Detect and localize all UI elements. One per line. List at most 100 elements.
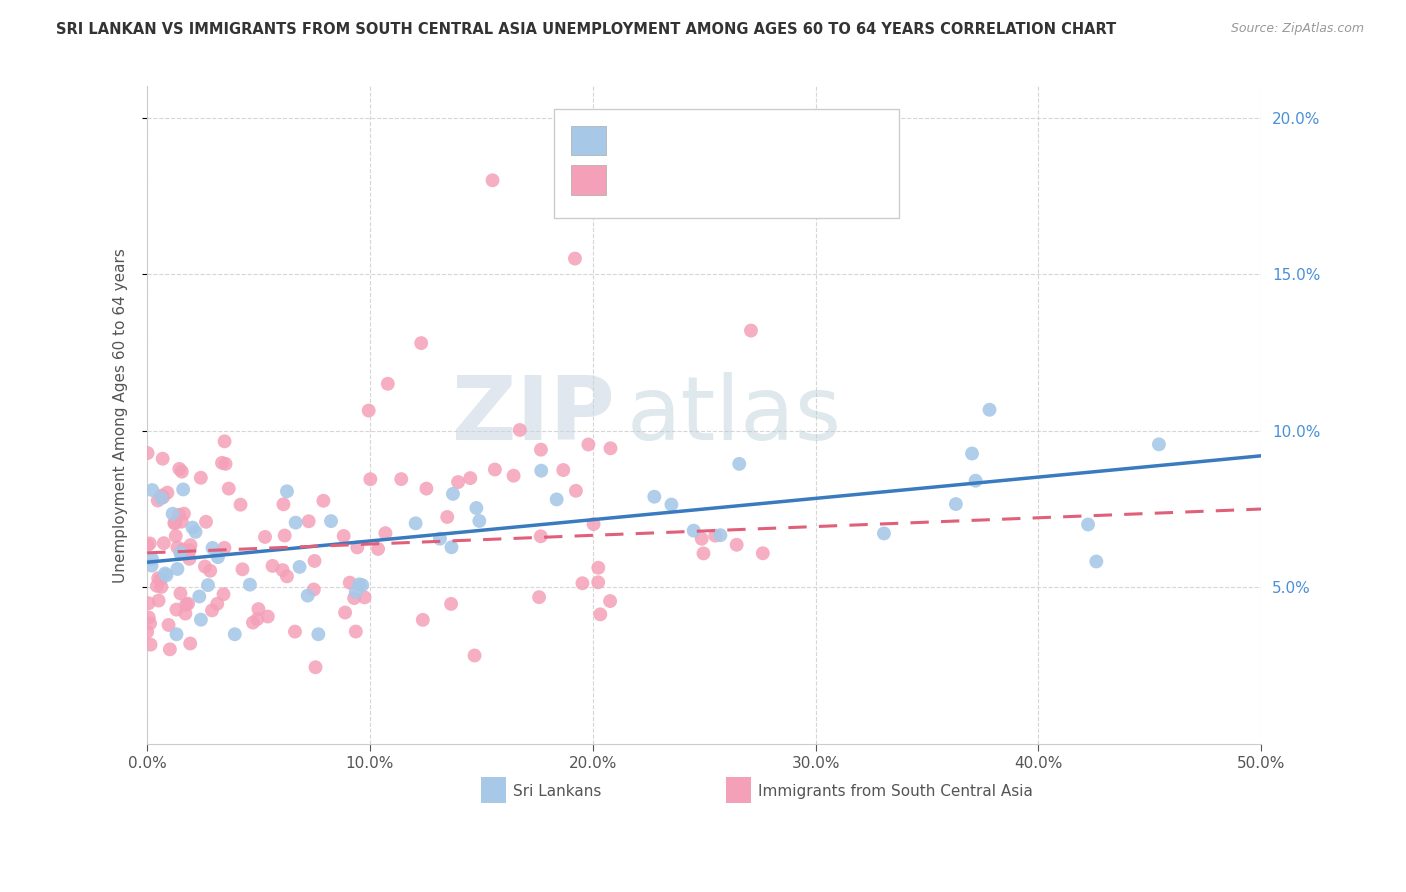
Point bbox=[165, 516, 187, 531]
Point bbox=[599, 594, 621, 608]
Point bbox=[692, 546, 714, 560]
Point bbox=[256, 609, 278, 624]
Point bbox=[165, 602, 187, 616]
Point bbox=[709, 528, 731, 542]
Point bbox=[343, 591, 366, 605]
Point bbox=[207, 597, 229, 611]
Point bbox=[201, 541, 224, 555]
Point bbox=[153, 566, 176, 581]
FancyBboxPatch shape bbox=[554, 110, 900, 218]
Point bbox=[159, 642, 181, 657]
Point bbox=[166, 541, 188, 555]
Point bbox=[136, 538, 159, 552]
Point bbox=[276, 484, 298, 499]
Point bbox=[214, 434, 236, 449]
Bar bbox=[571, 165, 606, 194]
Point bbox=[181, 520, 204, 534]
Text: N =: N = bbox=[744, 170, 780, 189]
Point bbox=[218, 482, 240, 496]
Point bbox=[344, 624, 367, 639]
Point bbox=[481, 173, 503, 187]
Point bbox=[166, 627, 188, 641]
Point bbox=[304, 660, 326, 674]
Point bbox=[211, 456, 233, 470]
Point bbox=[197, 578, 219, 592]
Point bbox=[276, 569, 298, 583]
Y-axis label: Unemployment Among Ages 60 to 64 years: Unemployment Among Ages 60 to 64 years bbox=[114, 248, 128, 582]
Point bbox=[440, 541, 463, 555]
Point bbox=[945, 497, 967, 511]
Point bbox=[179, 636, 201, 650]
Point bbox=[188, 590, 211, 604]
Text: R =: R = bbox=[614, 170, 651, 189]
Point bbox=[229, 498, 252, 512]
Point bbox=[246, 612, 269, 626]
Point bbox=[214, 457, 236, 471]
Point bbox=[156, 485, 179, 500]
Point bbox=[174, 598, 197, 612]
Point bbox=[148, 593, 170, 607]
Point bbox=[162, 507, 184, 521]
Point bbox=[411, 336, 433, 351]
Text: N =: N = bbox=[744, 131, 780, 149]
Point bbox=[150, 580, 173, 594]
Point bbox=[436, 510, 458, 524]
Point bbox=[169, 586, 191, 600]
Point bbox=[262, 558, 284, 573]
Point bbox=[447, 475, 470, 489]
Text: SRI LANKAN VS IMMIGRANTS FROM SOUTH CENTRAL ASIA UNEMPLOYMENT AMONG AGES 60 TO 6: SRI LANKAN VS IMMIGRANTS FROM SOUTH CENT… bbox=[56, 22, 1116, 37]
Bar bbox=[481, 777, 506, 803]
Point bbox=[546, 492, 568, 507]
Point bbox=[333, 606, 356, 620]
Point bbox=[405, 516, 427, 531]
Point bbox=[170, 465, 193, 479]
Point bbox=[502, 468, 524, 483]
Point bbox=[873, 526, 896, 541]
Point bbox=[344, 585, 367, 599]
Point bbox=[297, 589, 319, 603]
Point bbox=[440, 597, 463, 611]
Point bbox=[571, 576, 593, 591]
Point bbox=[643, 490, 665, 504]
Point bbox=[288, 560, 311, 574]
Point bbox=[468, 514, 491, 528]
Point bbox=[149, 573, 172, 587]
Point bbox=[1077, 517, 1099, 532]
Point bbox=[377, 376, 399, 391]
Point bbox=[148, 571, 170, 585]
Point bbox=[141, 552, 163, 566]
Point bbox=[752, 546, 775, 560]
Point bbox=[359, 472, 381, 486]
Point bbox=[194, 559, 217, 574]
Point bbox=[588, 560, 610, 574]
Text: R =: R = bbox=[614, 131, 651, 149]
Point bbox=[530, 442, 553, 457]
Point bbox=[339, 575, 361, 590]
Point bbox=[167, 508, 190, 522]
Point bbox=[174, 607, 197, 621]
Point bbox=[179, 551, 201, 566]
Point bbox=[155, 568, 177, 582]
Point bbox=[271, 563, 294, 577]
Point bbox=[198, 564, 221, 578]
Point bbox=[725, 538, 748, 552]
Point bbox=[589, 607, 612, 622]
Point bbox=[166, 562, 188, 576]
Bar bbox=[571, 126, 606, 155]
Point bbox=[979, 402, 1001, 417]
Point bbox=[412, 613, 434, 627]
Point bbox=[441, 487, 464, 501]
Point bbox=[214, 541, 236, 555]
Point bbox=[302, 582, 325, 597]
Point bbox=[184, 524, 207, 539]
Point bbox=[165, 529, 187, 543]
Point bbox=[152, 536, 174, 550]
Point bbox=[242, 615, 264, 630]
Point bbox=[682, 524, 704, 538]
Point bbox=[284, 516, 307, 530]
Point bbox=[319, 514, 342, 528]
Text: 51: 51 bbox=[797, 131, 825, 149]
Point bbox=[740, 324, 762, 338]
Point bbox=[530, 464, 553, 478]
Point bbox=[273, 528, 295, 542]
